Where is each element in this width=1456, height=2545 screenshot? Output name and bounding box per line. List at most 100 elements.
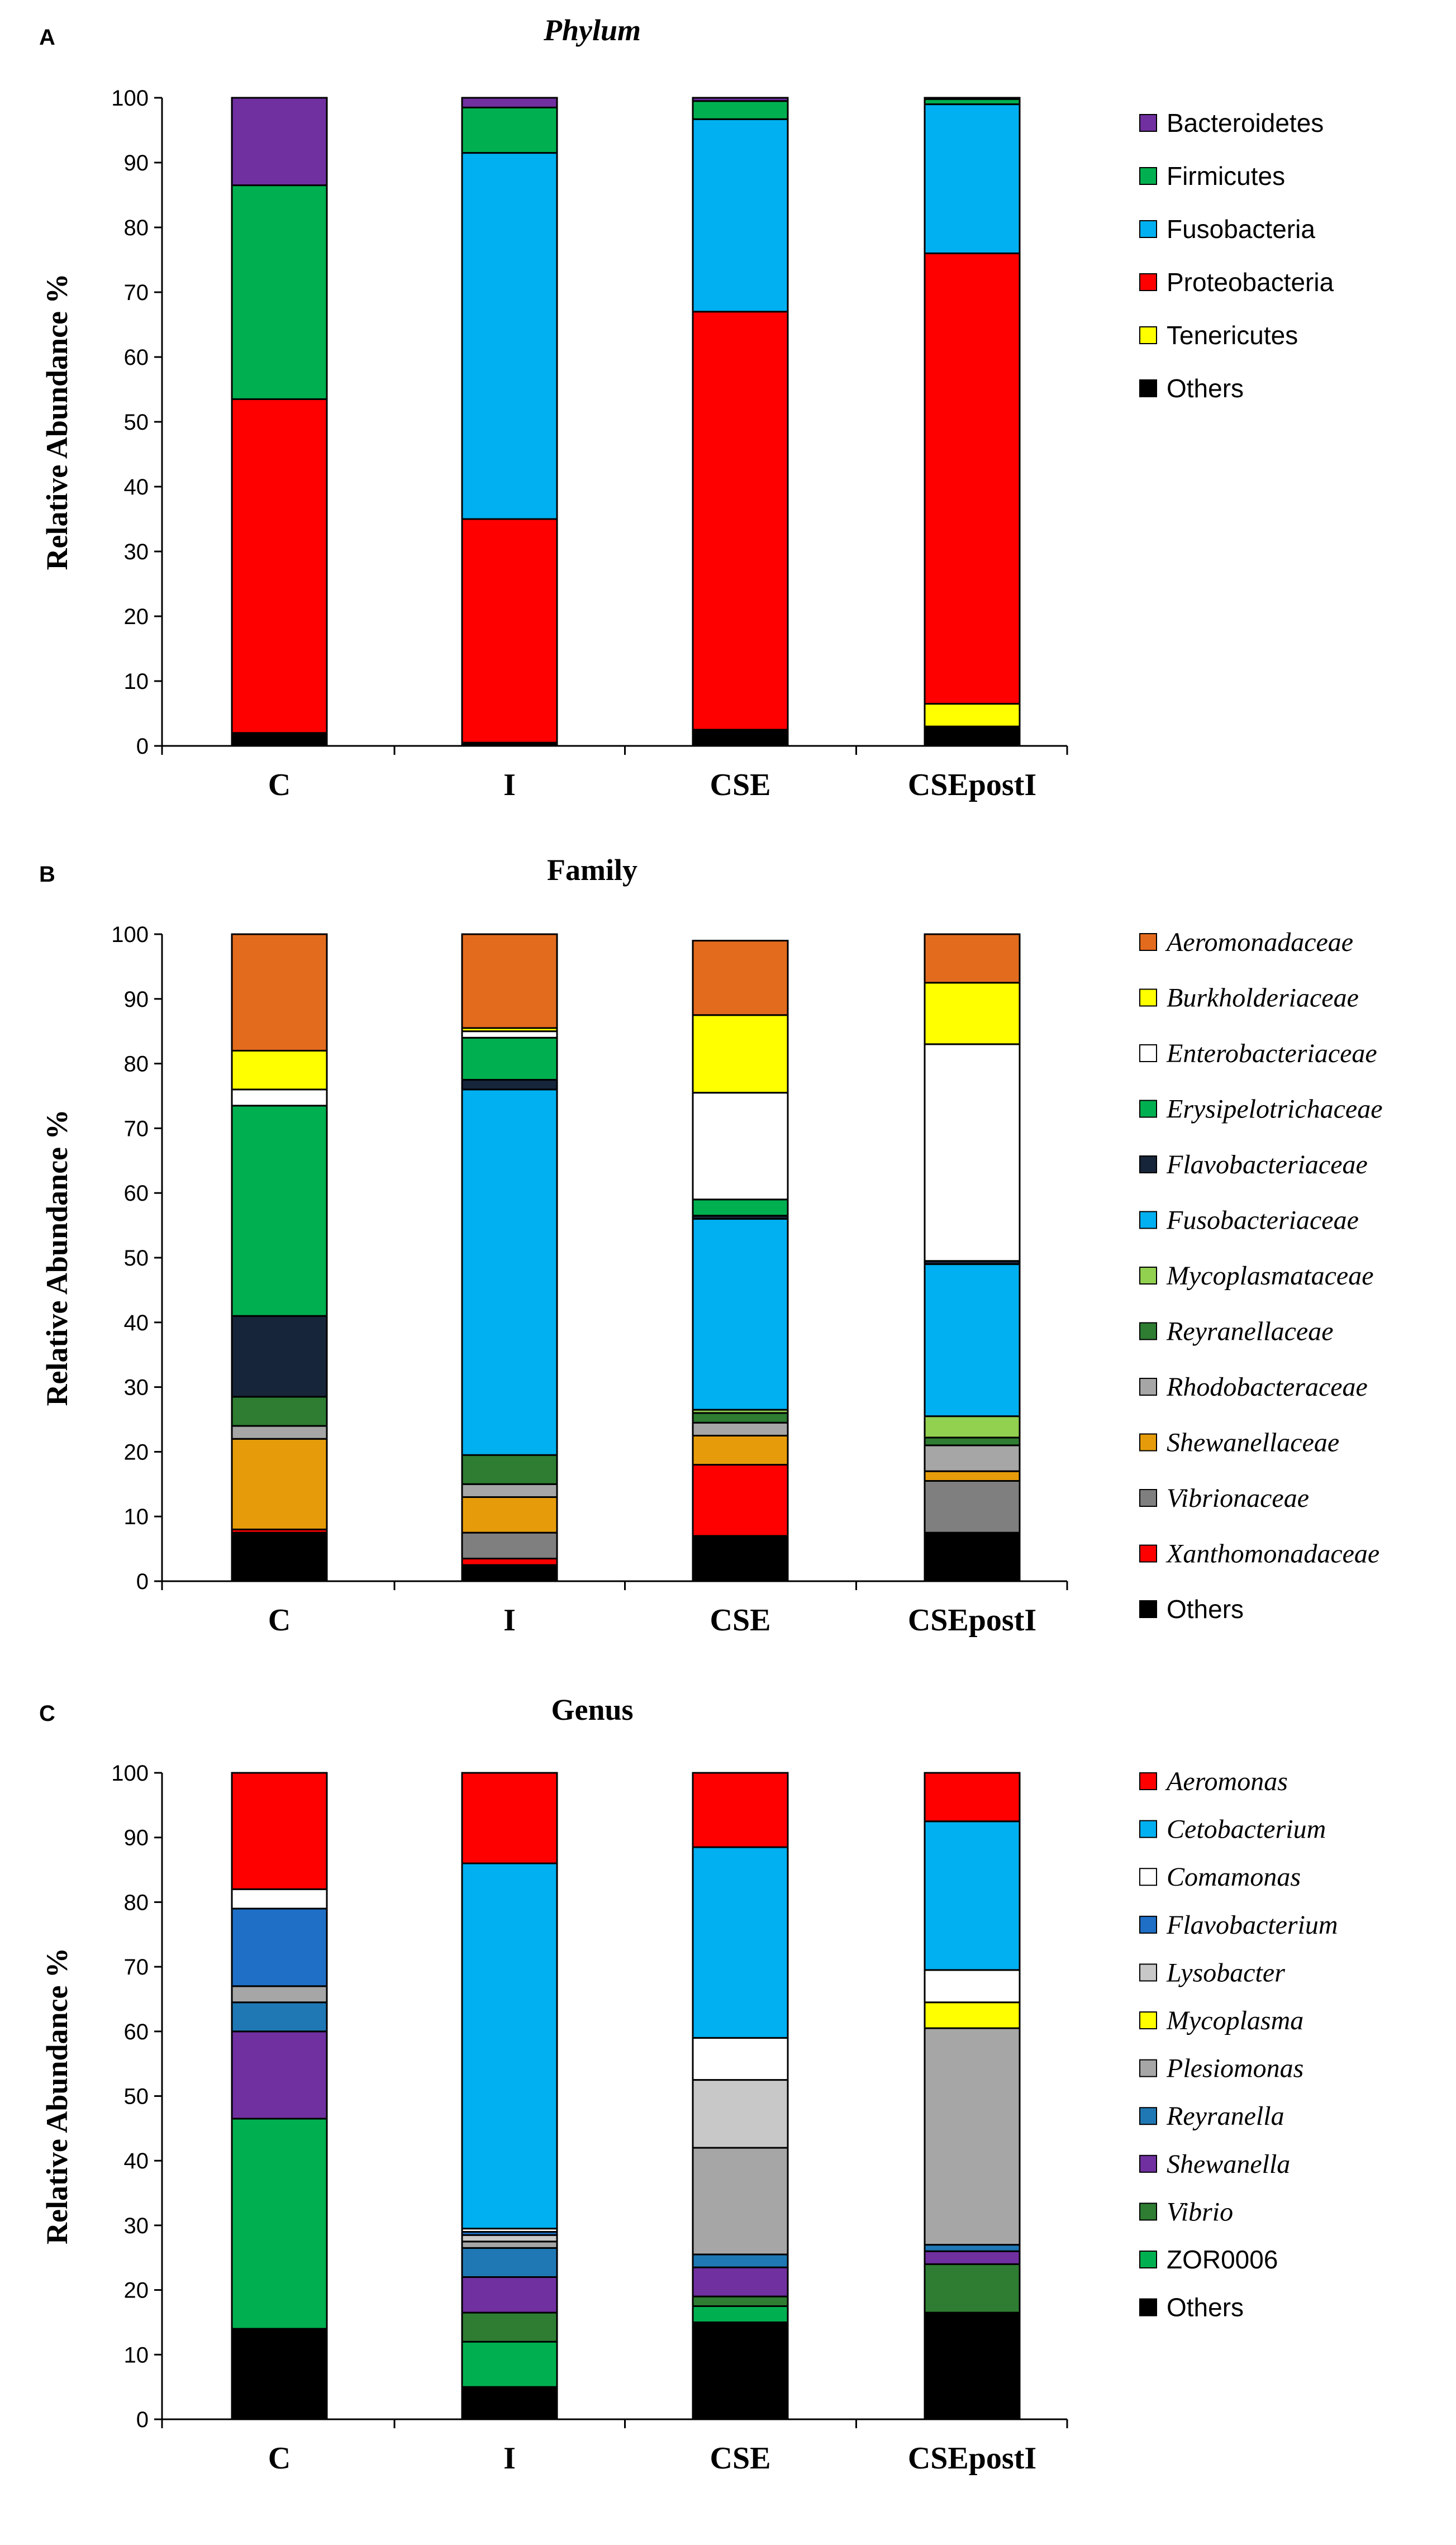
legend-swatch-enterobacteriaceae bbox=[1139, 1044, 1157, 1062]
chart-panel-b: B Family Relative Abundance % 0 10 20 30 40 50 60… bbox=[39, 853, 1383, 1638]
y-tick-label: 20 bbox=[124, 2278, 149, 2303]
legend-label-enterobacteriaceae: Enterobacteriaceae bbox=[1166, 1039, 1377, 1068]
bar-segment-cseposti-mycoplasma bbox=[924, 2001, 1021, 2029]
legend-label-fusobacteriaceae: Fusobacteriaceae bbox=[1166, 1206, 1359, 1235]
x-category-label: C bbox=[268, 2441, 291, 2476]
legend-label-zor0006: ZOR0006 bbox=[1167, 2245, 1278, 2274]
legend-label-reyranellaceae: Reyranellaceae bbox=[1166, 1317, 1334, 1347]
legend-label-bacteroidetes: Bacteroidetes bbox=[1167, 108, 1324, 137]
legend-label-flavobacteriaceae: Flavobacteriaceae bbox=[1166, 1150, 1368, 1179]
bar-segment-cse-rhodobacteraceae bbox=[692, 1421, 789, 1436]
bar-segment-c-burkholderiaceae bbox=[231, 1049, 328, 1091]
bar-segment-cse-others bbox=[692, 2321, 789, 2420]
bar-segment-i-vibrio bbox=[461, 2311, 558, 2343]
bar-segment-c-flavobacterium bbox=[231, 1907, 328, 1987]
legend-label-proteobacteria: Proteobacteria bbox=[1167, 268, 1334, 297]
bar-segment-c-erysipelotrichaceae bbox=[231, 1105, 328, 1317]
bar-segment-i-vibrionaceae bbox=[461, 1531, 558, 1559]
bar-segment-cse-firmicutes bbox=[692, 100, 789, 120]
bar-segment-i-firmicutes bbox=[461, 106, 558, 154]
legend-swatch-vibrionaceae bbox=[1139, 1489, 1157, 1507]
bar-segment-cse-plesiomonas bbox=[692, 2147, 789, 2256]
legend-swatch-aeromonadaceae bbox=[1139, 933, 1157, 951]
bar-segment-i-bacteroidetes bbox=[461, 97, 558, 108]
bar-segment-cseposti-mycoplasmataceae bbox=[924, 1415, 1021, 1439]
bar-segment-cseposti-fusobacteriaceae bbox=[924, 1263, 1021, 1417]
y-tick-label: 30 bbox=[124, 1376, 149, 1400]
bar-segment-i-cetobacterium bbox=[461, 1862, 558, 2230]
bar-segment-i-shewanellaceae bbox=[461, 1496, 558, 1534]
bar-segment-i-reyranellaceae bbox=[461, 1454, 558, 1485]
bar-segment-cse-shewanella bbox=[692, 2266, 789, 2297]
legend-swatch-others bbox=[1139, 1600, 1157, 1618]
panel-letter: A bbox=[39, 25, 55, 50]
bar-segment-i-fusobacteria bbox=[461, 152, 558, 520]
bar-segment-i-proteobacteria bbox=[461, 518, 558, 744]
bar-segment-c-firmicutes bbox=[231, 184, 328, 400]
legend-swatch-others bbox=[1139, 379, 1157, 397]
bar-segment-cse-enterobacteriaceae bbox=[692, 1092, 789, 1201]
bar-segment-c-rhodobacteraceae bbox=[231, 1425, 328, 1440]
x-category-label: CSE bbox=[710, 1603, 771, 1638]
legend-label-shewanellaceae: Shewanellaceae bbox=[1167, 1428, 1339, 1458]
legend-label-mycoplasmataceae: Mycoplasmataceae bbox=[1166, 1261, 1374, 1291]
y-tick-label: 10 bbox=[124, 669, 149, 694]
bar-segment-cseposti-cetobacterium bbox=[924, 1820, 1021, 1971]
legend-label-mycoplasma: Mycoplasma bbox=[1166, 2006, 1303, 2035]
bar-segment-cse-zor0006 bbox=[692, 2305, 789, 2323]
legend-label-others: Others bbox=[1167, 2293, 1244, 2322]
bar-segment-cseposti-bacteroidetes bbox=[924, 97, 1021, 100]
bar-segment-cseposti-vibrionaceae bbox=[924, 1480, 1021, 1534]
legend-swatch-flavobacterium bbox=[1139, 1915, 1157, 1934]
chart-title: Genus bbox=[551, 1693, 633, 1726]
chart-panel-c: C Genus Relative Abundance % 0 10 20 30 40 50 60 7… bbox=[39, 1693, 1338, 2476]
bar-segment-cseposti-proteobacteria bbox=[924, 252, 1021, 705]
legend-swatch-zor0006 bbox=[1139, 2251, 1157, 2268]
y-tick-label: 60 bbox=[124, 345, 149, 370]
bar-segment-c-others bbox=[231, 732, 328, 747]
bar-segment-cseposti-plesiomonas bbox=[924, 2027, 1021, 2246]
bar-segment-cse-reyranellaceae bbox=[692, 1412, 789, 1424]
bar-segment-cseposti-tenericutes bbox=[924, 703, 1021, 727]
bar-segment-i-others bbox=[461, 1564, 558, 1582]
bar-segment-cseposti-enterobacteriaceae bbox=[924, 1043, 1021, 1262]
y-tick-label: 20 bbox=[124, 605, 149, 629]
legend-label-vibrio: Vibrio bbox=[1167, 2197, 1233, 2227]
y-tick-label: 70 bbox=[124, 1116, 149, 1141]
bar-segment-cse-burkholderiaceae bbox=[692, 1014, 789, 1094]
bar-segment-cse-cetobacterium bbox=[692, 1846, 789, 2039]
y-tick-label: 40 bbox=[124, 2149, 149, 2173]
y-tick-label: 80 bbox=[124, 1890, 149, 1915]
y-tick-label: 0 bbox=[136, 734, 149, 759]
x-category-label: CSE bbox=[710, 768, 771, 802]
bar-segment-i-enterobacteriaceae bbox=[461, 1030, 558, 1039]
legend-label-rhodobacteraceae: Rhodobacteraceae bbox=[1166, 1372, 1368, 1402]
legend-label-plesiomonas: Plesiomonas bbox=[1166, 2054, 1303, 2083]
y-tick-label: 100 bbox=[111, 1761, 149, 1786]
bar-segment-cse-vibrio bbox=[692, 2295, 789, 2308]
legend-swatch-fusobacteria bbox=[1139, 220, 1157, 238]
legend-swatch-flavobacteriaceae bbox=[1139, 1155, 1157, 1173]
y-tick-label: 80 bbox=[124, 216, 149, 240]
bar-segment-cseposti-shewanella bbox=[924, 2250, 1021, 2265]
bar-segment-cse-lysobacter bbox=[692, 2079, 789, 2149]
x-category-label: CSEpostI bbox=[908, 768, 1036, 802]
legend-label-vibrionaceae: Vibrionaceae bbox=[1167, 1483, 1309, 1513]
y-axis-label: Relative Abundance % bbox=[40, 1109, 74, 1406]
bar-segment-cse-comamonas bbox=[692, 2037, 789, 2081]
bar-segment-c-shewanellaceae bbox=[231, 1438, 328, 1530]
bar-segment-i-reyranella bbox=[461, 2247, 558, 2278]
legend-label-lysobacter: Lysobacter bbox=[1166, 1958, 1285, 1987]
bar-segment-cse-bacteroidetes bbox=[692, 97, 789, 102]
y-tick-label: 20 bbox=[124, 1440, 149, 1464]
y-tick-label: 0 bbox=[136, 1569, 149, 1594]
legend-swatch-tenericutes bbox=[1139, 326, 1157, 344]
bar-segment-c-plesiomonas bbox=[231, 1985, 328, 2004]
legend-swatch-shewanellaceae bbox=[1139, 1433, 1157, 1452]
bar-segment-cseposti-others bbox=[924, 2311, 1021, 2420]
legend-label-others: Others bbox=[1167, 374, 1244, 403]
legend-label-firmicutes: Firmicutes bbox=[1167, 161, 1285, 191]
bar-segment-c-enterobacteriaceae bbox=[231, 1088, 328, 1107]
legend: Aeromonadaceae Burkholderiaceae Enterobact… bbox=[1139, 927, 1383, 1624]
legend-label-aeromonadaceae: Aeromonadaceae bbox=[1165, 927, 1353, 957]
